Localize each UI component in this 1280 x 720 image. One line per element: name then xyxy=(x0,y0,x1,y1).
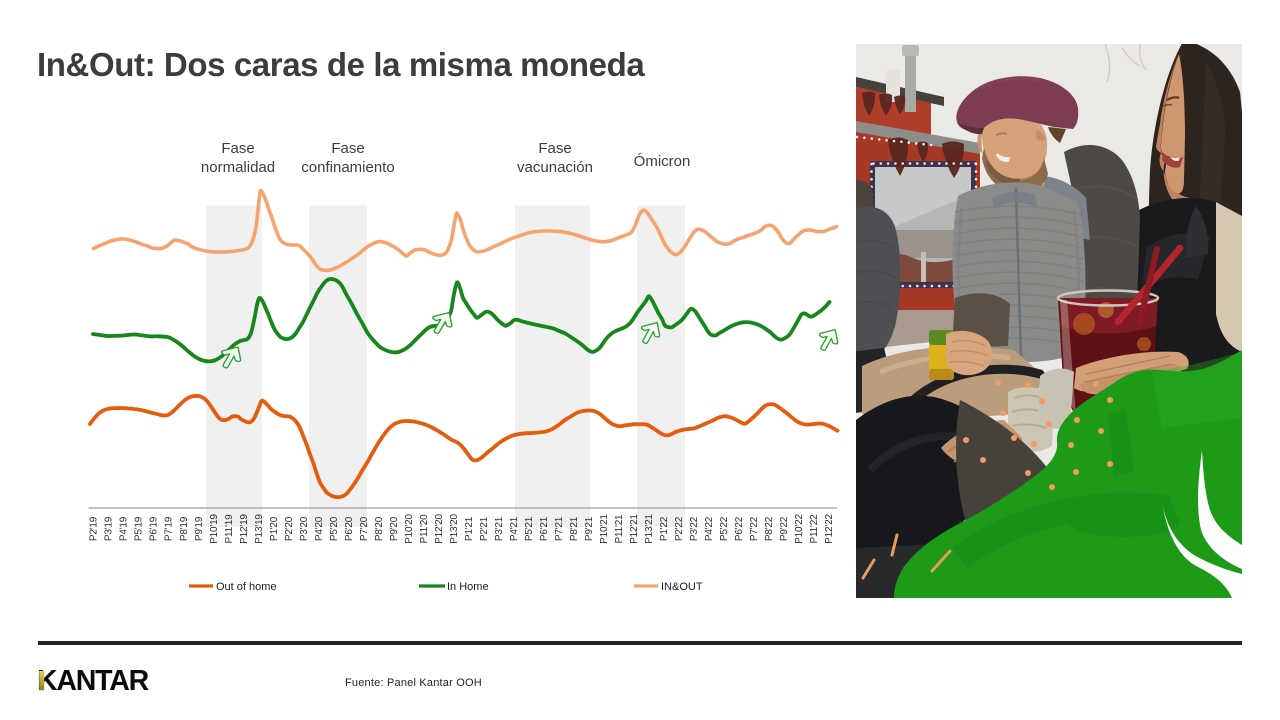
svg-text:Fase: Fase xyxy=(331,140,364,157)
svg-text:Fase: Fase xyxy=(221,140,254,157)
svg-text:Fuente: Panel Kantar OOH: Fuente: Panel Kantar OOH xyxy=(345,677,482,689)
svg-text:P2'19: P2'19 xyxy=(89,516,100,541)
svg-text:P9'21: P9'21 xyxy=(584,516,595,541)
svg-text:P8'21: P8'21 xyxy=(569,516,580,541)
svg-text:P13'20: P13'20 xyxy=(449,514,460,544)
svg-text:P11'22: P11'22 xyxy=(809,514,820,544)
svg-text:P5'21: P5'21 xyxy=(524,516,535,541)
svg-text:Out of home: Out of home xyxy=(216,581,277,593)
svg-text:P12'19: P12'19 xyxy=(239,514,250,544)
svg-text:P13'19: P13'19 xyxy=(254,514,265,544)
svg-text:P4'20: P4'20 xyxy=(314,516,325,541)
svg-text:P6'22: P6'22 xyxy=(734,516,745,541)
svg-text:P6'19: P6'19 xyxy=(149,516,160,541)
svg-text:P12'20: P12'20 xyxy=(434,514,445,544)
svg-text:P11'21: P11'21 xyxy=(614,514,625,544)
svg-text:P10'20: P10'20 xyxy=(404,514,415,544)
svg-text:P8'22: P8'22 xyxy=(764,516,775,541)
svg-text:P8'19: P8'19 xyxy=(179,516,190,541)
svg-text:Ómicron: Ómicron xyxy=(634,153,691,170)
svg-text:P10'21: P10'21 xyxy=(599,514,610,544)
svg-text:P4'19: P4'19 xyxy=(119,516,130,541)
svg-text:P5'22: P5'22 xyxy=(719,516,730,541)
svg-text:P7'19: P7'19 xyxy=(164,516,175,541)
svg-text:P10'22: P10'22 xyxy=(794,514,805,544)
svg-text:P12'22: P12'22 xyxy=(824,514,835,544)
svg-text:P7'22: P7'22 xyxy=(749,516,760,541)
svg-text:P2'20: P2'20 xyxy=(284,516,295,541)
svg-text:P5'20: P5'20 xyxy=(329,516,340,541)
svg-text:P13'21: P13'21 xyxy=(644,514,655,544)
svg-text:IN&OUT: IN&OUT xyxy=(661,581,703,593)
svg-text:P1'21: P1'21 xyxy=(464,516,475,541)
svg-text:P7'20: P7'20 xyxy=(359,516,370,541)
svg-text:Fase: Fase xyxy=(538,140,571,157)
svg-text:P8'20: P8'20 xyxy=(374,516,385,541)
svg-text:P2'22: P2'22 xyxy=(674,516,685,541)
svg-text:vacunación: vacunación xyxy=(517,159,593,176)
svg-text:P7'21: P7'21 xyxy=(554,516,565,541)
svg-text:P12'21: P12'21 xyxy=(629,514,640,544)
svg-text:normalidad: normalidad xyxy=(201,159,275,176)
svg-text:P4'21: P4'21 xyxy=(509,516,520,541)
svg-text:P1'20: P1'20 xyxy=(269,516,280,541)
svg-text:P11'19: P11'19 xyxy=(224,514,235,544)
svg-text:P3'21: P3'21 xyxy=(494,516,505,541)
svg-text:KANTAR: KANTAR xyxy=(37,665,149,697)
svg-text:P9'22: P9'22 xyxy=(779,516,790,541)
svg-text:P5'19: P5'19 xyxy=(134,516,145,541)
svg-text:confinamiento: confinamiento xyxy=(301,159,394,176)
svg-text:P9'20: P9'20 xyxy=(389,516,400,541)
svg-text:P6'20: P6'20 xyxy=(344,516,355,541)
svg-text:P6'21: P6'21 xyxy=(539,516,550,541)
svg-text:P10'19: P10'19 xyxy=(209,514,220,544)
svg-text:P3'20: P3'20 xyxy=(299,516,310,541)
svg-text:P9'19: P9'19 xyxy=(194,516,205,541)
svg-text:P3'22: P3'22 xyxy=(689,516,700,541)
svg-text:P11'20: P11'20 xyxy=(419,514,430,544)
svg-text:P1'22: P1'22 xyxy=(659,516,670,541)
svg-text:In&Out: Dos caras de la misma: In&Out: Dos caras de la misma moneda xyxy=(37,46,645,83)
svg-text:P3'19: P3'19 xyxy=(104,516,115,541)
svg-text:P2'21: P2'21 xyxy=(479,516,490,541)
svg-text:In Home: In Home xyxy=(447,581,489,593)
svg-text:P4'22: P4'22 xyxy=(704,516,715,541)
